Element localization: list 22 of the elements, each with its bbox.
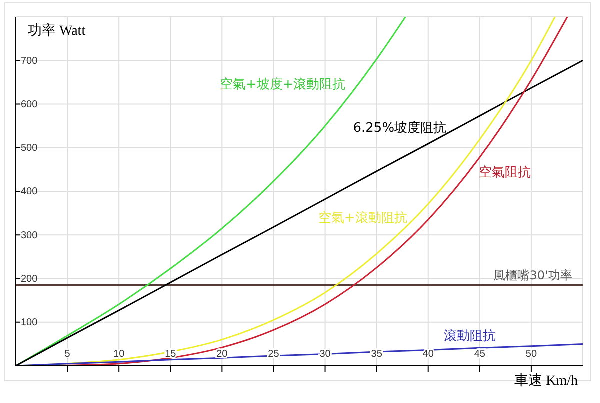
series-label: 空氣+坡度+滾動阻抗 bbox=[220, 76, 346, 92]
series-label: 空氣+滾動阻抗 bbox=[318, 210, 408, 226]
y-tick-label: 100 bbox=[21, 318, 38, 329]
series-label: 空氣阻抗 bbox=[478, 165, 531, 180]
x-tick-label: 20 bbox=[216, 349, 228, 360]
y-tick-label: 300 bbox=[21, 230, 38, 242]
y-tick-label: 200 bbox=[21, 274, 38, 285]
series-label: 6.25%坡度阻抗 bbox=[353, 120, 447, 136]
x-tick-label: 5 bbox=[64, 349, 71, 360]
x-tick-label: 35 bbox=[371, 349, 383, 360]
x-tick-label: 10 bbox=[114, 349, 126, 360]
y-axis-title: 功率 Watt bbox=[28, 23, 86, 39]
x-axis-title: 車速 Km/h bbox=[514, 373, 578, 389]
ref-line-label: 風櫃嘴30'功率 bbox=[494, 268, 572, 282]
x-tick-label: 40 bbox=[422, 349, 434, 360]
x-tick-label: 45 bbox=[474, 349, 486, 360]
y-tick-label: 500 bbox=[21, 143, 38, 154]
y-tick-label: 600 bbox=[21, 99, 38, 110]
y-tick-label: 700 bbox=[21, 56, 38, 67]
series-label: 滾動阻抗 bbox=[444, 329, 496, 344]
y-tick-label: 400 bbox=[21, 186, 38, 198]
x-tick-label: 50 bbox=[526, 349, 538, 360]
